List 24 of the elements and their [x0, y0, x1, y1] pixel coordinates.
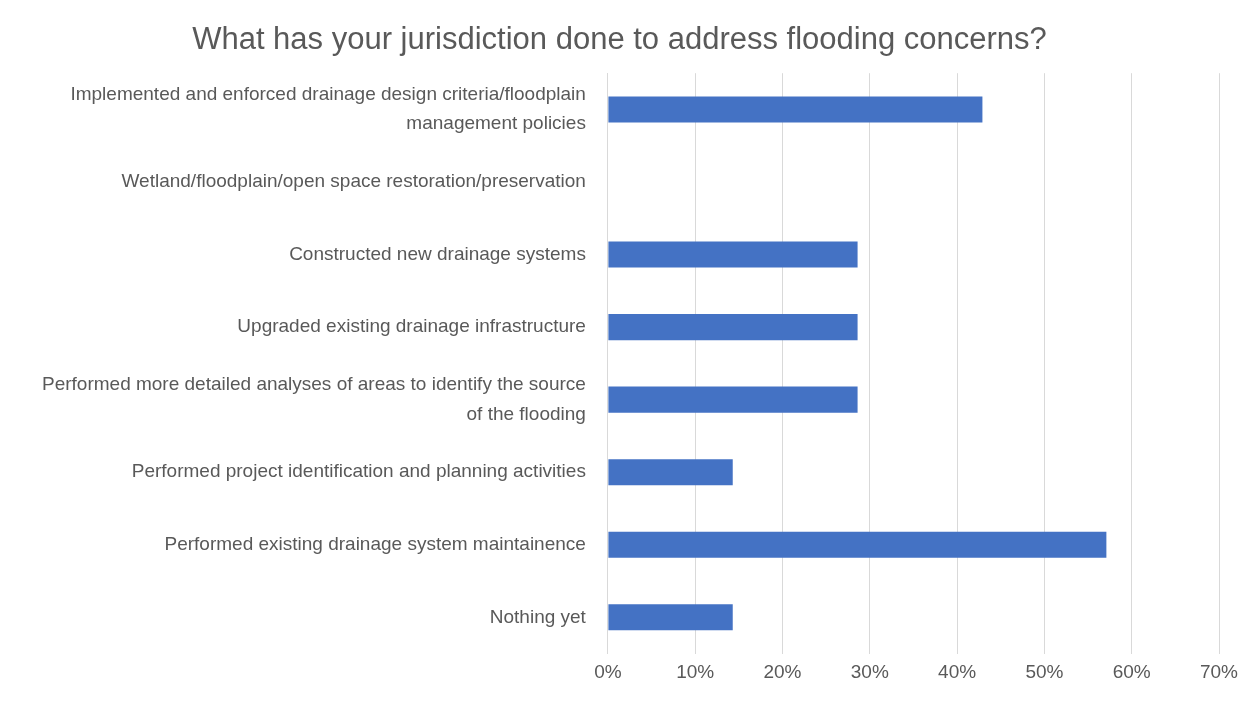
- bar: [608, 241, 858, 268]
- x-tick-label: 40%: [938, 661, 977, 683]
- chart-title: What has your jurisdiction done to address flooding concerns?: [192, 21, 1047, 57]
- y-tick-label: Wetland/floodplain/open space restoration/preservation: [121, 170, 586, 192]
- bar: [608, 314, 858, 341]
- x-tick-label: 10%: [676, 661, 715, 683]
- x-tick-label: 60%: [1112, 661, 1151, 683]
- x-tick-label: 50%: [1025, 661, 1064, 683]
- y-tick-label: Nothing yet: [489, 605, 587, 627]
- bar: [608, 96, 983, 123]
- bar: [608, 531, 1107, 558]
- bar: [608, 386, 858, 413]
- bar: [608, 459, 733, 486]
- x-tick-label: 0%: [594, 661, 622, 683]
- y-tick-label: Performed project identification and planning activities: [131, 460, 586, 482]
- y-tick-label: Implemented and enforced drainage design criteria/floodplain management policies: [70, 82, 586, 134]
- x-tick-label: 30%: [850, 661, 889, 683]
- y-tick-label: Constructed new drainage systems: [289, 242, 586, 264]
- y-tick-label: Performed existing drainage system maintainence: [164, 532, 586, 554]
- y-tick-label: Upgraded existing drainage infrastructure: [237, 315, 586, 337]
- bar: [608, 604, 733, 631]
- x-tick-label: 20%: [763, 661, 802, 683]
- y-tick-label: Performed more detailed analyses of areas to identify the source of the flooding: [42, 373, 586, 424]
- x-tick-label: 70%: [1199, 661, 1239, 683]
